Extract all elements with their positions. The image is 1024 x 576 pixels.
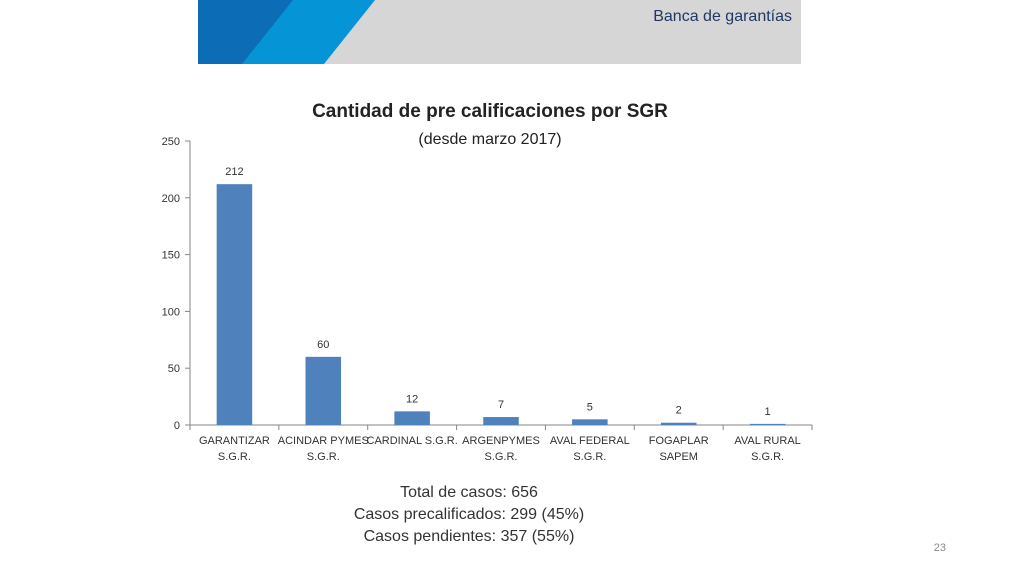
data-label: 212 (225, 166, 243, 178)
x-tick-label-line: S.G.R. (484, 451, 517, 463)
x-tick-label: CARDINAL S.G.R. (367, 435, 458, 447)
y-tick-label: 0 (174, 420, 180, 432)
bar (394, 411, 430, 425)
summary-total: Total de casos: 656 (400, 484, 538, 501)
x-tick-label-line: S.G.R. (218, 451, 251, 463)
bar (572, 419, 608, 425)
data-label: 5 (587, 401, 593, 413)
x-tick-label-line: SAPEM (659, 451, 698, 463)
x-tick-label-line: S.G.R. (751, 451, 784, 463)
data-label: 1 (765, 406, 771, 418)
data-label: 2 (676, 405, 682, 417)
x-tick-label-line: CARDINAL S.G.R. (367, 435, 458, 447)
x-tick-label: AVAL RURAL S.G.R. (734, 435, 800, 463)
y-tick-label: 50 (168, 363, 180, 375)
header-title: Banca de garantías (653, 8, 792, 25)
bar (749, 423, 786, 425)
x-tick-label-line: AVAL RURAL (734, 435, 800, 447)
y-tick-label: 150 (162, 250, 180, 262)
x-tick-label: GARANTIZAR S.G.R. (199, 435, 270, 463)
summary-pendientes: Casos pendientes: 357 (55%) (363, 528, 575, 545)
data-label: 7 (498, 399, 504, 411)
header-band (198, 0, 801, 64)
y-tick-label: 200 (162, 193, 180, 205)
summary-block: Total de casos: 656 Casos precalificados… (269, 482, 669, 548)
bar (483, 417, 519, 425)
x-tick-label-line: FOGAPLAR (649, 435, 709, 447)
y-tick-label: 250 (162, 136, 180, 148)
x-tick-label-line: GARANTIZAR (199, 435, 270, 447)
x-tick-label: ARGENPYMES S.G.R. (462, 435, 540, 463)
x-tick-label: FOGAPLAR SAPEM (649, 435, 709, 463)
y-tick-label: 100 (162, 306, 180, 318)
x-tick-label-line: AVAL FEDERAL (550, 435, 630, 447)
header-dark-blue-stripe (198, 0, 293, 64)
x-tick-label: ACINDAR PYMES S.G.R. (278, 435, 369, 463)
summary-precalificados: Casos precalificados: 299 (45%) (353, 506, 585, 523)
x-tick-label-line: ARGENPYMES (462, 435, 540, 447)
x-tick-label-line: S.G.R. (573, 451, 606, 463)
x-tick-label: AVAL FEDERAL S.G.R. (550, 435, 630, 463)
bar (216, 184, 253, 425)
chart-title: Cantidad de pre calificaciones por SGR (312, 101, 668, 122)
x-tick-label-line: ACINDAR PYMES (278, 435, 369, 447)
x-tick-label-line: S.G.R. (307, 451, 340, 463)
data-label: 12 (406, 393, 418, 405)
bar (305, 356, 342, 425)
bar (660, 422, 697, 425)
data-label: 60 (317, 339, 329, 351)
page-number: 23 (933, 542, 946, 554)
chart-subtitle: (desde marzo 2017) (418, 131, 562, 148)
